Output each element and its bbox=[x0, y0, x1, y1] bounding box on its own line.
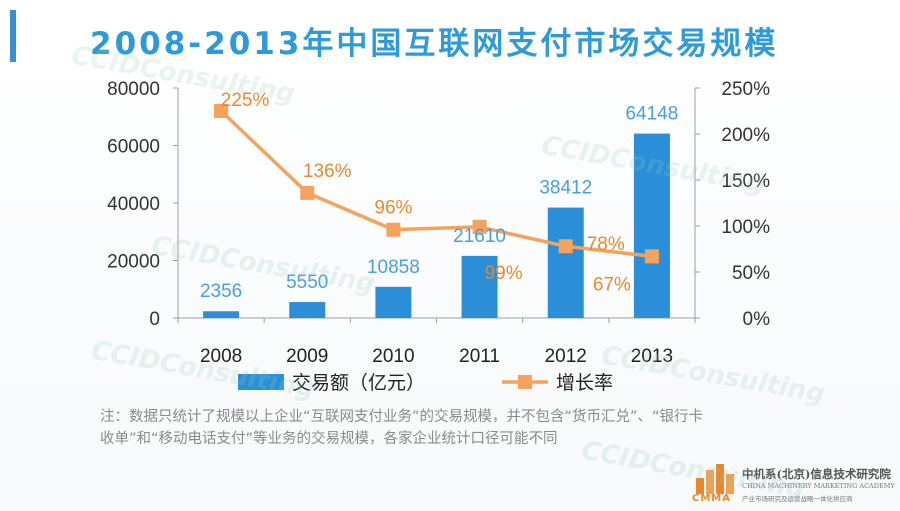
footnote-line-1: 注：数据只统计了规模以上企业“互联网支付业务”的交易规模，并不包含“货币汇兑”、… bbox=[100, 409, 704, 425]
title-accent-bar bbox=[10, 10, 16, 62]
left-axis-tick-label: 40000 bbox=[107, 194, 160, 215]
chart-title: 2008-2013年中国互联网支付市场交易规模 bbox=[90, 26, 779, 62]
bar-data-label: 64148 bbox=[625, 104, 678, 125]
bar bbox=[289, 302, 326, 318]
logo-abbreviation: CMMA bbox=[692, 493, 731, 504]
growth-rate-marker bbox=[472, 219, 487, 234]
logo-name-english: CHINA MACHINERY MARKETING ACADEMY bbox=[742, 482, 895, 490]
bar-data-label: 38412 bbox=[539, 178, 592, 199]
legend-swatch-marker bbox=[518, 375, 532, 389]
right-axis-tick-label: 100% bbox=[721, 217, 770, 238]
right-axis-tick-label: 150% bbox=[721, 171, 770, 192]
logo-mark-icon bbox=[696, 464, 734, 494]
title-bar: 2008-2013年中国互联网支付市场交易规模 bbox=[0, 0, 900, 78]
bar-data-label: 21610 bbox=[453, 226, 506, 247]
bar bbox=[633, 133, 670, 318]
growth-rate-marker bbox=[214, 104, 229, 118]
right-axis-tick-label: 200% bbox=[721, 125, 770, 146]
line-data-label: 67% bbox=[593, 274, 631, 295]
legend-label-bars: 交易额（亿元） bbox=[292, 372, 425, 394]
left-axis-tick-label: 60000 bbox=[107, 137, 160, 158]
bar-data-label: 2356 bbox=[200, 281, 242, 302]
growth-rate-line bbox=[219, 109, 653, 259]
bar bbox=[461, 255, 498, 318]
logo-name-chinese: 中机系(北京)信息技术研究院 bbox=[742, 467, 891, 481]
growth-rate-marker bbox=[386, 222, 401, 237]
growth-rate-marker bbox=[558, 239, 573, 254]
right-axis-tick-label: 0% bbox=[743, 309, 771, 330]
bar bbox=[375, 286, 412, 318]
bar bbox=[203, 311, 240, 318]
legend-swatch-bars bbox=[238, 374, 284, 390]
footnote: 注：数据只统计了规模以上企业“互联网支付业务”的交易规模，并不包含“货币汇兑”、… bbox=[100, 406, 840, 450]
line-data-label: 99% bbox=[485, 263, 523, 284]
bar-data-label: 5550 bbox=[286, 272, 328, 293]
line-data-label: 136% bbox=[303, 161, 352, 182]
left-axis-tick-label: 80000 bbox=[107, 79, 160, 100]
x-axis-tick-label: 2011 bbox=[459, 346, 500, 367]
x-axis-tick-label: 2010 bbox=[372, 346, 414, 367]
right-axis-tick-label: 250% bbox=[721, 79, 770, 100]
bar-data-label: 10858 bbox=[367, 257, 420, 278]
line-data-label: 78% bbox=[587, 234, 625, 255]
x-axis-tick-label: 2008 bbox=[200, 346, 242, 367]
left-axis-tick-label: 0 bbox=[149, 309, 160, 330]
legend-label-line: 增长率 bbox=[556, 372, 613, 394]
left-axis-tick-label: 20000 bbox=[107, 252, 160, 273]
footnote-line-2: 收单”和“移动电话支付”等业务的交易规模，各家企业统计口径可能不同 bbox=[100, 431, 558, 447]
growth-rate-marker bbox=[644, 249, 659, 264]
bar bbox=[547, 207, 584, 318]
publisher-logo: CMMA 中机系(北京)信息技术研究院 CHINA MACHINERY MARK… bbox=[690, 458, 895, 508]
x-axis-tick-label: 2009 bbox=[286, 346, 328, 367]
growth-rate-marker bbox=[300, 185, 315, 200]
x-axis-tick-label: 2013 bbox=[631, 346, 673, 367]
logo-slogan: 产业市场研究及运营战略一体化供应商 bbox=[742, 495, 853, 503]
x-axis-tick-label: 2012 bbox=[545, 346, 587, 367]
line-data-label: 96% bbox=[374, 198, 412, 219]
line-data-label: 225% bbox=[221, 90, 270, 111]
right-axis-tick-label: 50% bbox=[732, 263, 770, 284]
